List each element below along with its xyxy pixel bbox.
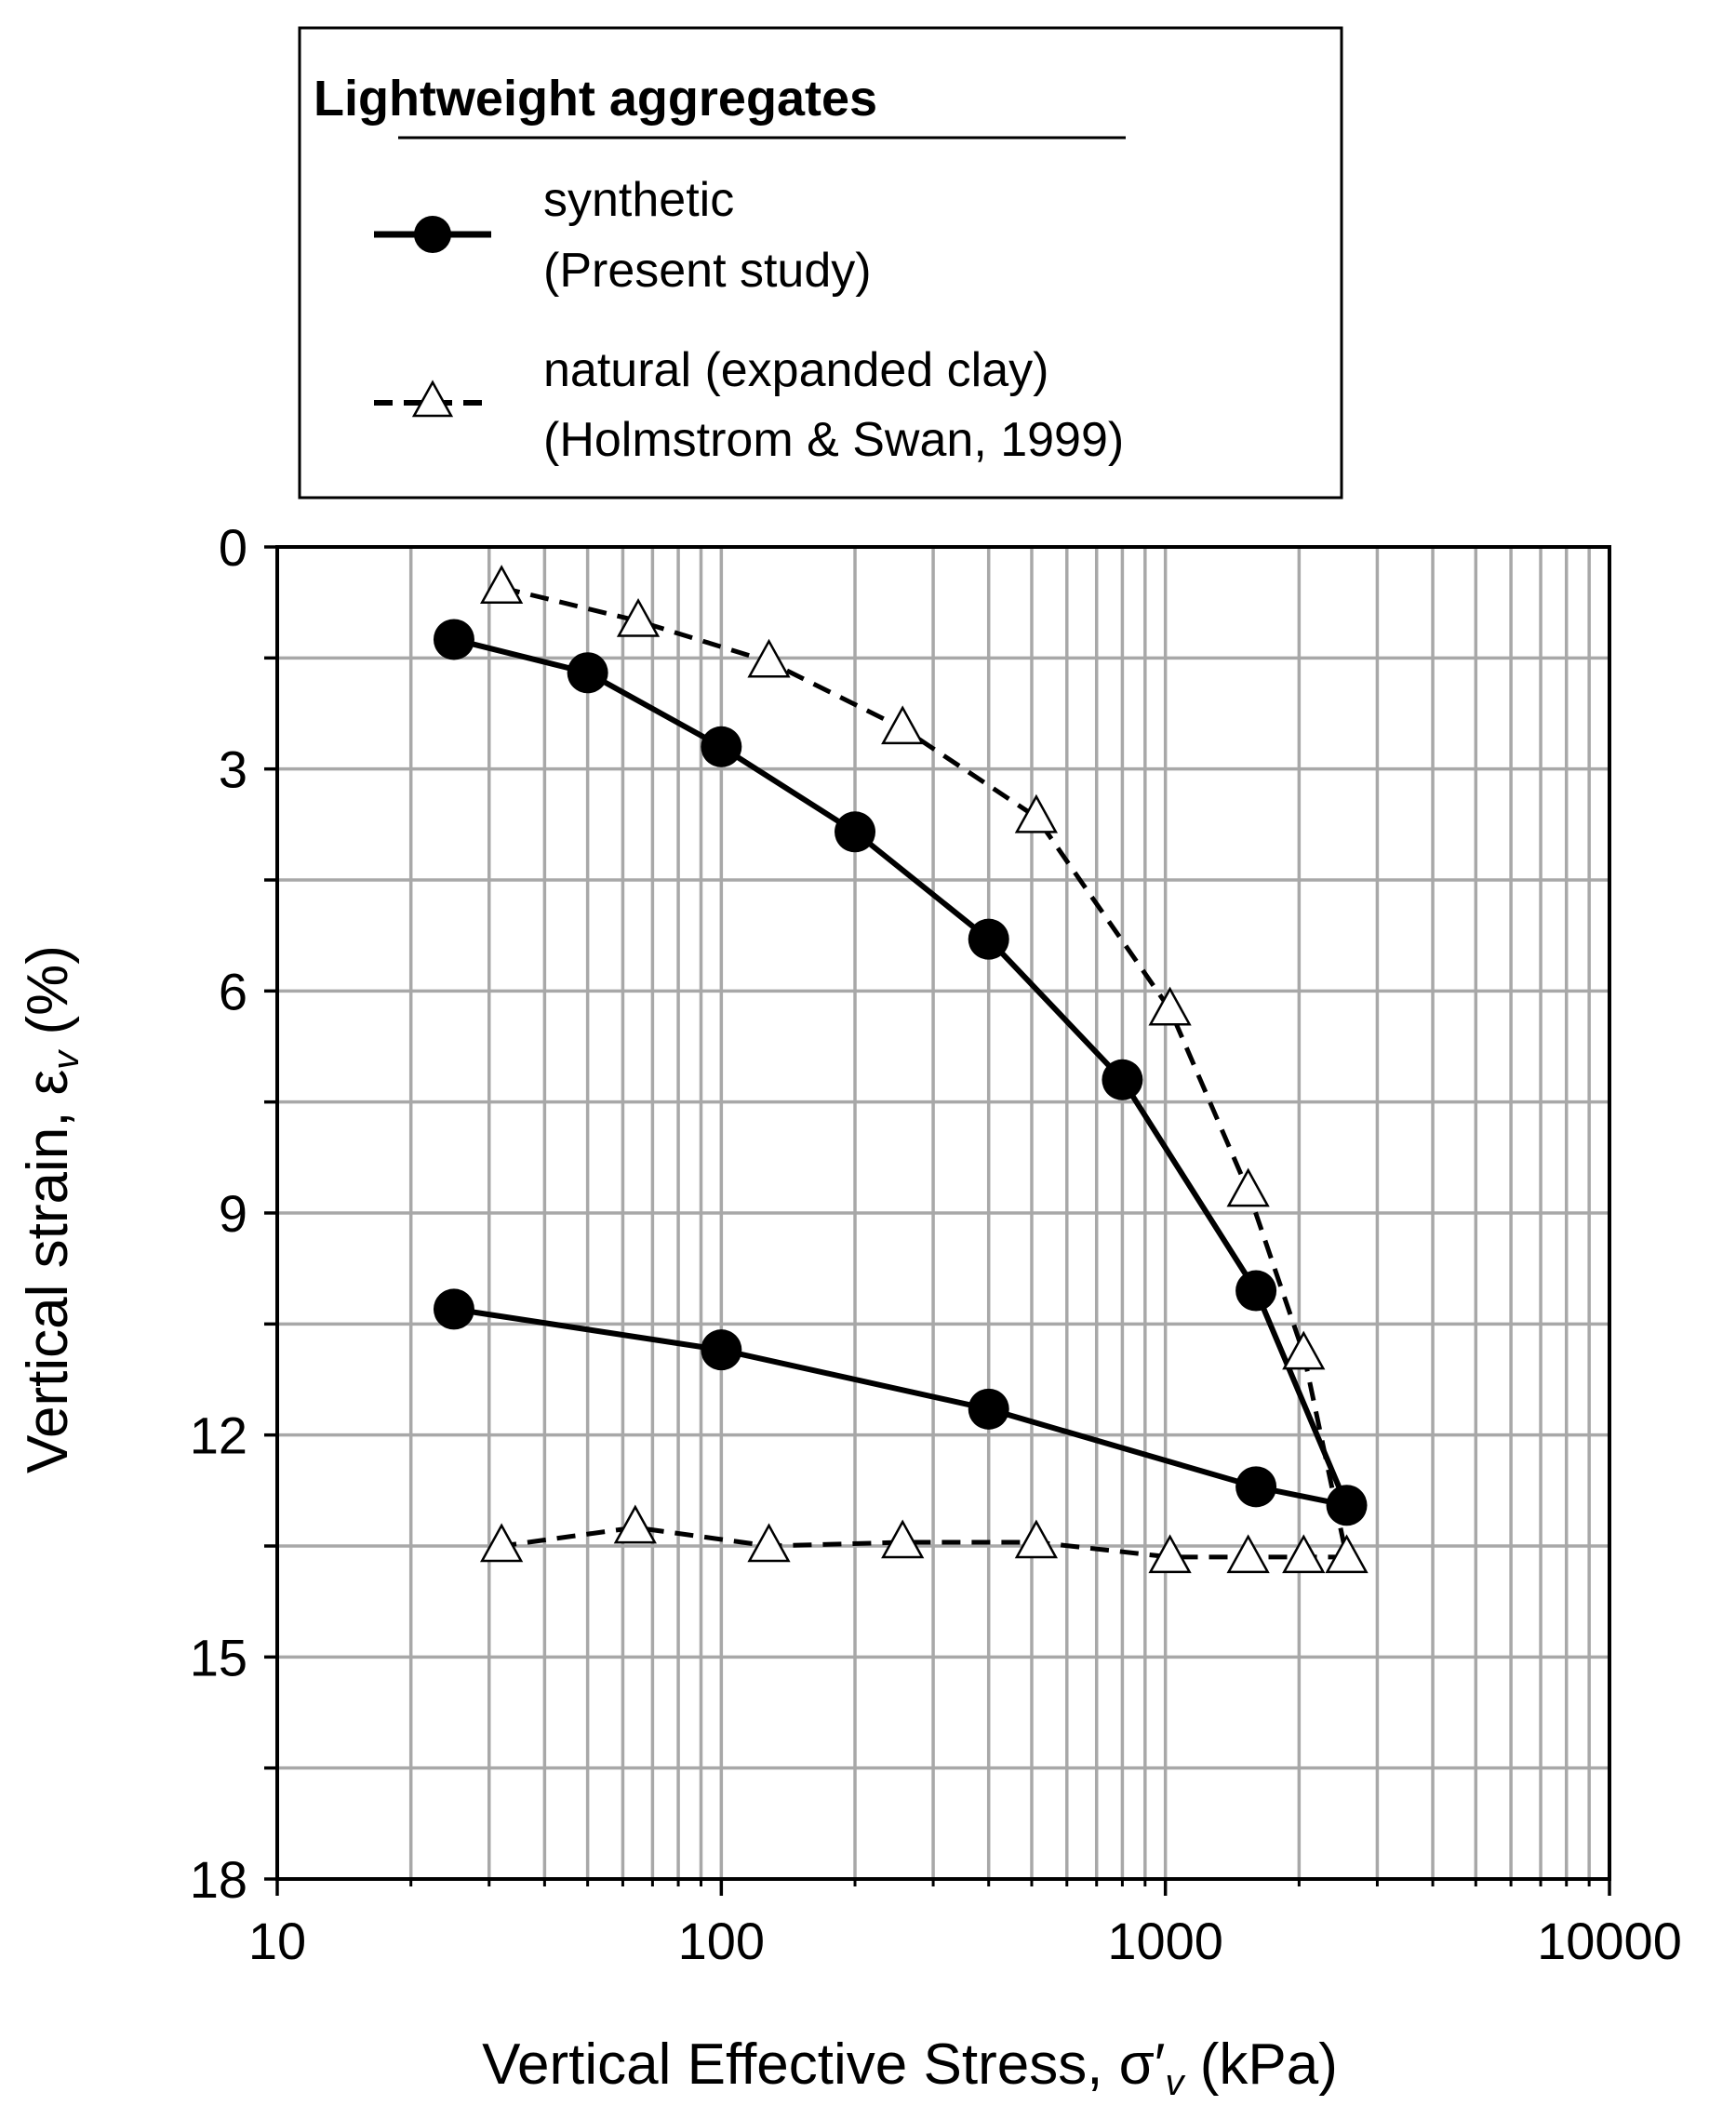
series-1-point: [1148, 1534, 1192, 1574]
series-0-point: [1102, 1059, 1143, 1100]
series-1-point: [480, 565, 524, 605]
series-0-line: [453, 636, 1350, 1509]
x-tick-label: 10000: [1537, 1912, 1682, 1970]
series-1-point: [1014, 793, 1059, 833]
legend-entry-synthetic: synthetic (Present study): [374, 173, 872, 298]
x-axis-title-prefix: Vertical Effective Stress,: [482, 2032, 1119, 2097]
y-axis-title-prefix: Vertical strain,: [16, 1095, 80, 1473]
x-tick-labels: 10 100 1000 10000: [248, 1912, 1682, 1970]
series-1-point: [480, 1523, 524, 1563]
legend-natural-marker: [411, 380, 454, 418]
legend-title: Lightweight aggregates: [314, 71, 877, 127]
y-tick-label: 9: [219, 1184, 247, 1243]
y-tick-label: 15: [190, 1628, 247, 1686]
x-axis-title-symbol: σ′: [1119, 2032, 1166, 2097]
series-1-point: [613, 1504, 657, 1544]
series-1-point: [1226, 1167, 1270, 1207]
x-axis-title-subscript: v: [1166, 2062, 1186, 2103]
series-1-point: [747, 1523, 791, 1563]
axis-ticks: [264, 545, 1611, 1896]
series-0-point: [567, 652, 608, 694]
x-tick-label: 1000: [1107, 1912, 1223, 1970]
y-axis-title: Vertical strain, εv (%): [16, 945, 87, 1473]
y-tick-labels: 0 3 6 9 12 15 18: [190, 518, 247, 1909]
x-tick-label: 100: [678, 1912, 765, 1970]
legend: Lightweight aggregates synthetic (Presen…: [298, 26, 1343, 500]
y-axis-title-symbol: ε: [16, 1070, 80, 1096]
legend-entry-natural: natural (expanded clay) (Holmstrom & Swa…: [374, 343, 1124, 467]
gridlines: [277, 547, 1609, 1879]
series-markers: [433, 565, 1369, 1574]
series-1-point: [1014, 1519, 1059, 1559]
series-1-point: [1148, 986, 1192, 1026]
series-0-point: [701, 1329, 742, 1371]
legend-frame: [298, 26, 1343, 500]
y-tick-label: 0: [219, 518, 247, 577]
legend-synthetic-line1: synthetic: [543, 173, 734, 227]
series-0-point: [1326, 1485, 1368, 1526]
y-tick-label: 3: [219, 740, 247, 799]
series-0-point: [968, 1388, 1009, 1430]
series-0-point: [968, 918, 1009, 960]
series-1-point: [881, 705, 925, 745]
series-0-point: [433, 1288, 474, 1330]
series-1-point: [616, 597, 661, 637]
x-tick-label: 10: [248, 1912, 306, 1970]
series-1-point: [1325, 1534, 1369, 1574]
legend-natural-line2: (Holmstrom & Swan, 1999): [543, 413, 1124, 467]
y-tick-label: 6: [219, 962, 247, 1020]
legend-synthetic-line2: (Present study): [543, 244, 872, 298]
y-tick-label: 12: [190, 1406, 247, 1465]
x-axis-title: Vertical Effective Stress, σ′v (kPa): [482, 2032, 1338, 2103]
series-1-point: [1282, 1534, 1326, 1574]
series-1-point: [747, 638, 791, 678]
series-1-point: [881, 1519, 925, 1559]
series-0-point: [433, 619, 474, 660]
series-0-point: [835, 811, 876, 853]
y-axis-title-subscript: v: [46, 1049, 87, 1070]
y-tick-label: 18: [190, 1850, 247, 1909]
series-0-point: [1235, 1466, 1277, 1508]
series-1-point: [1282, 1330, 1326, 1370]
series-1-point: [1226, 1534, 1270, 1574]
plot-area: 10 100 1000 10000 0 3 6 9 12 15 18: [190, 518, 1682, 1970]
series-1-line: [501, 585, 1349, 1560]
series-0-point: [1235, 1270, 1277, 1312]
y-axis-title-suffix: (%): [16, 945, 80, 1051]
legend-synthetic-marker: [414, 216, 451, 253]
series-0-point: [701, 726, 742, 767]
x-axis-title-suffix: (kPa): [1184, 2032, 1338, 2097]
legend-natural-line1: natural (expanded clay): [543, 343, 1048, 397]
